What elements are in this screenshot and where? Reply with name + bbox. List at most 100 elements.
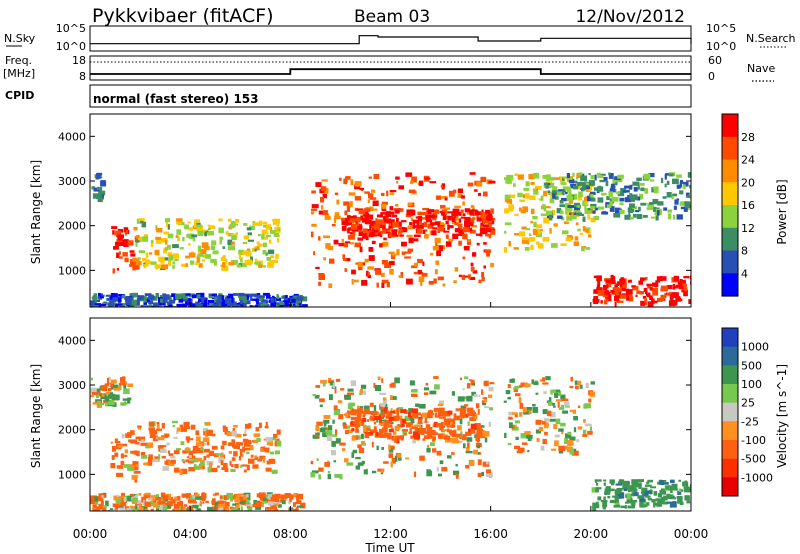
heatmap-cell-5	[376, 432, 379, 437]
heatmap-cell-4	[363, 405, 370, 411]
heatmap-cell-7	[669, 291, 672, 297]
heatmap-cell-7	[657, 276, 662, 282]
heatmap-cell-8	[666, 192, 672, 198]
heatmap-cell-4	[407, 415, 414, 421]
heatmap-cell-6	[578, 183, 581, 190]
heatmap-cell-4	[389, 206, 393, 211]
heatmap-cell-2	[150, 242, 153, 248]
freq-series-line	[90, 68, 691, 75]
heatmap-cell-8	[639, 193, 644, 199]
heatmap-cell-5	[442, 214, 447, 221]
heatmap-cell-4	[408, 408, 413, 414]
freq-tick-low: 8	[79, 70, 86, 83]
heatmap-cell-4	[401, 241, 407, 247]
heatmap-cell-2	[211, 240, 217, 246]
heatmap-cell-3	[101, 495, 104, 500]
heatmap-cell-3	[131, 501, 137, 504]
heatmap-cell-4	[402, 429, 408, 435]
heatmap-cell-3	[169, 297, 172, 301]
heatmap-cell-6	[588, 398, 592, 403]
heatmap-cell-2	[145, 260, 151, 264]
heatmap-cell-4	[324, 462, 330, 467]
heatmap-cell-7	[680, 279, 686, 284]
heatmap-cell-4	[476, 217, 482, 222]
heatmap-cell-3	[115, 502, 121, 506]
heatmap-cell-4	[458, 211, 462, 216]
heatmap-cell-4	[348, 192, 356, 196]
heatmap-cell-6	[542, 236, 550, 242]
heatmap-cell-6	[522, 407, 527, 413]
heatmap-cell-3	[238, 502, 242, 507]
heatmap-cell-2	[137, 236, 143, 241]
heatmap-cell-2	[276, 429, 281, 435]
heatmap-cell-3	[157, 501, 160, 507]
heatmap-cell-7	[641, 487, 648, 493]
heatmap-cell-2	[188, 227, 194, 231]
heatmap-cell-2	[201, 442, 207, 446]
heatmap-cell-7	[645, 292, 650, 296]
heatmap-cell-3	[231, 297, 234, 303]
heatmap-cell-7	[632, 286, 639, 291]
heatmap-cell-4	[369, 402, 374, 407]
heatmap-cell-4	[373, 383, 376, 388]
heatmap-cell-3	[92, 497, 95, 503]
colorbar-tick-label: 16	[741, 199, 755, 212]
heatmap-cell-7	[631, 285, 636, 288]
heatmap-cell-8	[663, 207, 668, 211]
heatmap-cell-2	[155, 238, 162, 244]
heatmap-cell-7	[615, 291, 620, 296]
heatmap-cell-3	[92, 504, 97, 511]
heatmap-cell-6	[584, 199, 589, 206]
heatmap-cell-4	[381, 279, 389, 284]
heatmap-cell-2	[166, 442, 170, 446]
heatmap-cell-2	[231, 439, 236, 443]
heatmap-cell-4	[382, 397, 387, 402]
heatmap-cell-3	[275, 297, 281, 302]
y-tick-label: 4000	[58, 130, 86, 143]
heatmap-cell-2	[269, 255, 275, 259]
heatmap-cell-6	[575, 385, 579, 390]
heatmap-cell-6	[504, 432, 507, 438]
heatmap-cell-4	[476, 181, 483, 187]
heatmap-cell-8	[636, 177, 642, 181]
freq-label-line2: [MHz]	[3, 67, 35, 80]
y-tick-label: 3000	[58, 379, 86, 392]
heatmap-cell-4	[328, 246, 334, 251]
heatmap-cell-2	[255, 246, 260, 251]
heatmap-cell-4	[403, 433, 407, 436]
heatmap-cell-3	[145, 305, 150, 307]
heatmap-cell-4	[484, 249, 491, 253]
heatmap-cell-3	[289, 497, 292, 501]
heatmap-cell-4	[310, 211, 315, 215]
heatmap-cell-4	[389, 192, 395, 195]
heatmap-cell-1	[122, 252, 128, 257]
heatmap-cell-5	[422, 211, 428, 215]
heatmap-cell-4	[459, 377, 463, 381]
heatmap-cell-5	[364, 431, 369, 435]
heatmap-cell-4	[390, 461, 393, 468]
heatmap-cell-4	[324, 215, 331, 220]
heatmap-cell-4	[327, 425, 333, 430]
heatmap-cell-2	[266, 440, 273, 446]
heatmap-cell-4	[310, 472, 316, 478]
heatmap-cell-4	[484, 396, 487, 403]
heatmap-cell-7	[604, 299, 608, 305]
heatmap-cell-7	[684, 287, 688, 292]
heatmap-cell-3	[166, 301, 172, 305]
heatmap-cell-2	[179, 247, 184, 250]
heatmap-cell-3	[185, 303, 192, 306]
heatmap-cell-3	[95, 499, 99, 505]
heatmap-cell-2	[262, 457, 266, 463]
heatmap-cell-2	[254, 456, 259, 460]
heatmap-cell-2	[155, 436, 158, 440]
heatmap-cell-3	[218, 504, 226, 508]
heatmap-cell-2	[185, 263, 188, 267]
heatmap-cell-5	[355, 429, 359, 433]
heatmap-cell-0	[107, 376, 111, 381]
heatmap-cell-4	[484, 437, 488, 443]
heatmap-cell-8	[679, 180, 684, 184]
heatmap-cell-6	[535, 241, 540, 245]
heatmap-cell-2	[211, 445, 218, 450]
heatmap-cell-3	[199, 496, 206, 501]
